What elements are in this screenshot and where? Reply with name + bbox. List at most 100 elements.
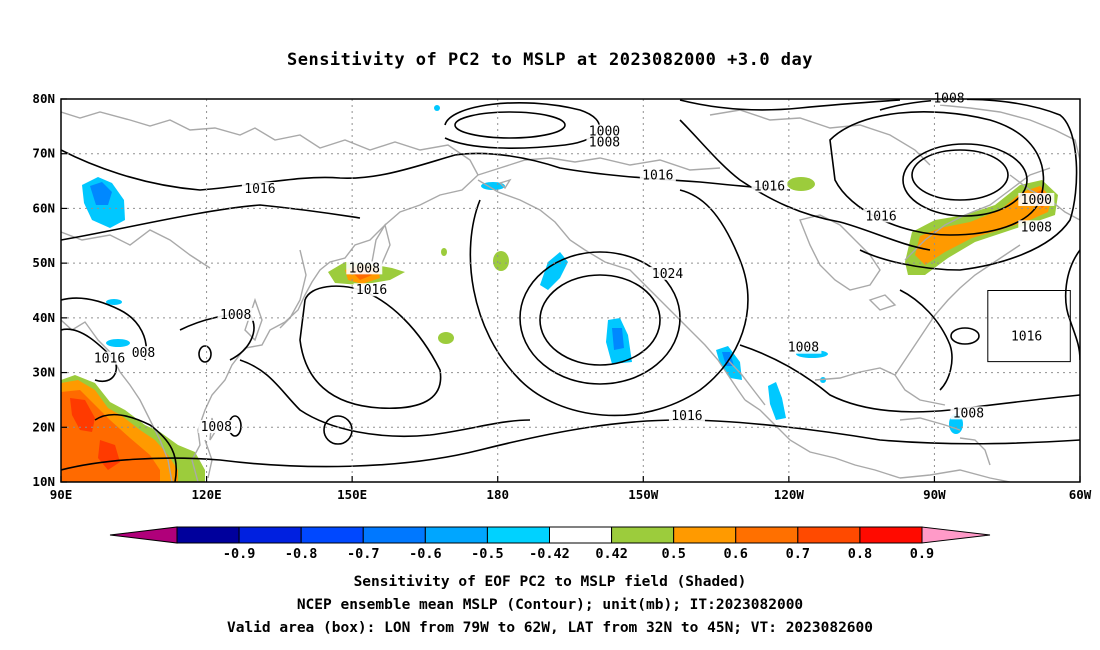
contour-1000-aleutian — [454, 111, 566, 139]
contour-label-bg — [91, 351, 128, 365]
colorbar-segment — [549, 526, 613, 544]
contour-1000-low — [902, 143, 1028, 217]
lat-tick-label: 50N — [32, 255, 55, 270]
colorbar: -0.9 -0.8 -0.7 -0.6 -0.5 -0.42 0.42 0.5 0.6 0.7 0.… — [109, 526, 991, 562]
coast-asia-north — [61, 111, 479, 176]
coast-greenland — [939, 104, 1080, 161]
lat-tick-label: 20N — [32, 419, 55, 434]
contour-1016-southpacific — [61, 419, 1080, 471]
contour-label-bg — [1018, 220, 1055, 234]
colorbar-segment — [238, 526, 302, 544]
contour-1024-high — [539, 274, 661, 366]
shade-red-sw — [70, 398, 95, 432]
colorbar-segment — [486, 526, 550, 544]
colorbar-label: 0.42 — [595, 546, 628, 562]
colorbar-segment — [176, 526, 240, 544]
colorbar-segment — [611, 526, 675, 544]
coast-greatlakes — [868, 294, 897, 311]
contour-label-bg — [198, 420, 235, 434]
contour-label: 1016 — [754, 179, 785, 194]
colorbar-label: 0.6 — [724, 546, 748, 562]
shade-blue-np — [612, 328, 624, 350]
contour-label-bg — [950, 406, 987, 420]
coast-east-us — [894, 244, 1021, 376]
coast-arctic-islands — [709, 109, 931, 166]
colorbar-label: -0.5 — [471, 546, 504, 562]
shade-green-a — [438, 332, 454, 344]
contour-996-low — [911, 149, 1009, 201]
coast-caribbean — [959, 437, 991, 466]
shade-green-c — [787, 177, 815, 191]
contour-label-bg — [353, 283, 390, 297]
colorbar-label: 0.5 — [661, 546, 685, 562]
colorbar-label: 0.9 — [910, 546, 934, 562]
contour-label: 1016 — [94, 352, 125, 367]
colorbar-label: 0.7 — [786, 546, 810, 562]
contour-atl-small — [950, 327, 980, 345]
contour-label: 1008 — [953, 406, 984, 421]
lat-tick-label: 30N — [32, 365, 55, 380]
contour-label: 1008 — [349, 261, 380, 276]
contour-label: 1008 — [201, 420, 232, 435]
colorbar-label: 0.8 — [848, 546, 872, 562]
contour-1008-aleutian — [444, 102, 600, 149]
contour-label-bg — [586, 124, 623, 138]
colorbar-segment — [673, 526, 737, 544]
contour-small-c — [198, 345, 212, 363]
lon-tick-label: 90E — [50, 487, 73, 502]
shade-orange-ne — [915, 186, 1052, 265]
contour-1016-north-america — [679, 119, 931, 251]
contour-1016-atl — [899, 289, 953, 391]
contour-1016-pacific — [61, 204, 361, 241]
lon-tick-label: 60W — [1069, 487, 1092, 502]
coast-cuba — [899, 417, 961, 431]
contour-label: 1008 — [589, 136, 620, 151]
lon-tick-label: 180 — [486, 487, 509, 502]
coast-hudson — [799, 214, 881, 291]
caption-line-3: Valid area (box): LON from 79W to 62W, L… — [226, 620, 873, 636]
lat-tick-label: 70N — [32, 146, 55, 161]
colorbar-segment — [424, 526, 488, 544]
contour-label: 1016 — [244, 182, 275, 197]
lon-tick-label: 90W — [923, 487, 946, 502]
contour-label: 1008 — [1021, 220, 1052, 235]
shade-cyan-c — [106, 299, 122, 305]
coast-south-america — [899, 469, 1011, 482]
colorbar-right-triangle — [921, 526, 991, 544]
colorbar-segment — [859, 526, 923, 544]
shade-cyan-alaska — [540, 252, 568, 290]
coast-gulf — [814, 367, 946, 406]
colorbar-label: -0.8 — [285, 546, 318, 562]
shade-cyan-mex — [768, 382, 786, 420]
colorbar-segment — [300, 526, 364, 544]
shade-green-d — [441, 248, 447, 256]
shade-cyan-b — [106, 339, 130, 347]
contour-label: 1000 — [1021, 193, 1052, 208]
coast-alaska-south — [477, 179, 746, 401]
lat-tick-label: 80N — [32, 91, 55, 106]
shade-green-b — [493, 251, 509, 271]
contour-label-bg — [751, 179, 788, 193]
colorbar-label: -0.9 — [223, 546, 256, 562]
contour-label-bg — [346, 261, 383, 275]
contour-label-bg — [668, 409, 705, 423]
coastlines — [61, 104, 1080, 482]
caption-line-1: Sensitivity of EOF PC2 to MSLP field (Sh… — [353, 574, 747, 590]
colorbar-segment — [362, 526, 426, 544]
contour-label-bg — [1008, 329, 1045, 343]
lat-tick-label: 60N — [32, 200, 55, 215]
coast-alaska-north — [477, 157, 721, 176]
contour-1016-north — [61, 149, 791, 191]
contour-label: 1008 — [220, 308, 251, 323]
caption-line-2: NCEP ensemble mean MSLP (Contour); unit(… — [296, 597, 804, 613]
colorbar-segment — [735, 526, 799, 544]
coast-asia-east — [191, 174, 479, 482]
coast-baja — [727, 359, 766, 406]
figure-title: Sensitivity of PC2 to MSLP at 2023082000… — [286, 50, 813, 70]
coast-japan — [279, 249, 307, 329]
lon-tick-label: 120E — [192, 487, 222, 502]
lat-tick-label: 10N — [32, 474, 55, 489]
colorbar-segment — [797, 526, 861, 544]
